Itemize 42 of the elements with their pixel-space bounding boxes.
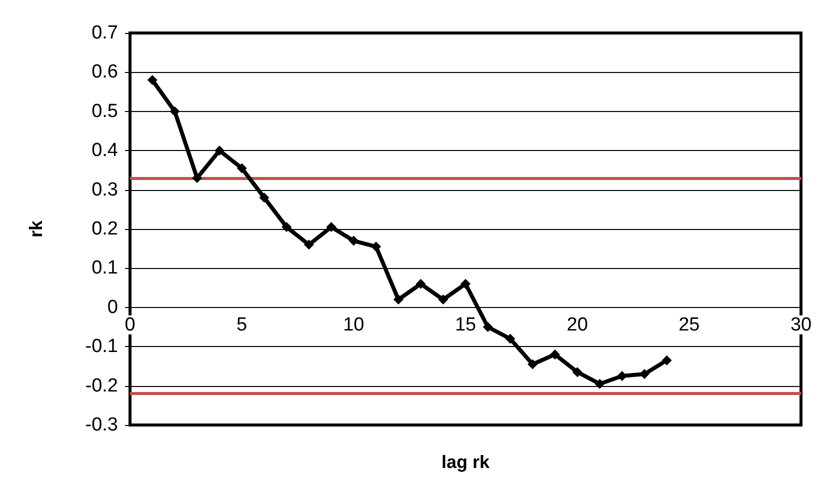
y-tick-label: 0.6	[92, 62, 118, 83]
point	[326, 222, 336, 232]
x-tick-label: 30	[790, 314, 812, 336]
y-tick-label: 0.2	[92, 218, 118, 240]
point	[505, 334, 516, 344]
x-tick-label: 5	[236, 314, 248, 336]
y-tick-label: 0	[107, 296, 118, 318]
y-tick-label: -0.1	[85, 336, 118, 358]
y-tick-label: 0.7	[92, 22, 118, 44]
y-tick-label: -0.2	[85, 375, 118, 396]
point	[259, 192, 270, 203]
y-tick-label: 0.1	[92, 258, 118, 279]
point	[416, 278, 426, 289]
y-tick-label: -0.3	[85, 414, 118, 436]
y-axis-title: rk	[26, 220, 46, 238]
x-tick-label: 15	[454, 314, 476, 336]
point	[482, 322, 493, 332]
point	[170, 106, 180, 116]
x-tick-label: 25	[678, 314, 700, 336]
point	[214, 146, 224, 156]
point	[528, 359, 538, 370]
point	[393, 294, 404, 305]
y-tick-label: 0.3	[92, 179, 118, 200]
x-axis-title: lag rk	[441, 452, 490, 472]
point	[348, 236, 359, 246]
point	[572, 367, 582, 378]
y-tick-label: 0.4	[92, 140, 118, 162]
x-tick-label: 10	[343, 314, 364, 336]
point	[192, 173, 202, 184]
point	[304, 240, 314, 250]
x-tick-label: 0	[124, 314, 136, 336]
point	[282, 222, 292, 232]
point	[550, 349, 560, 360]
y-tick-label: 0.5	[92, 100, 118, 122]
point	[236, 163, 247, 174]
x-tick-label: 20	[566, 314, 588, 336]
point	[460, 278, 470, 289]
point	[438, 294, 448, 305]
point	[594, 378, 605, 389]
point	[662, 355, 672, 366]
point	[371, 242, 382, 252]
point	[147, 75, 158, 86]
